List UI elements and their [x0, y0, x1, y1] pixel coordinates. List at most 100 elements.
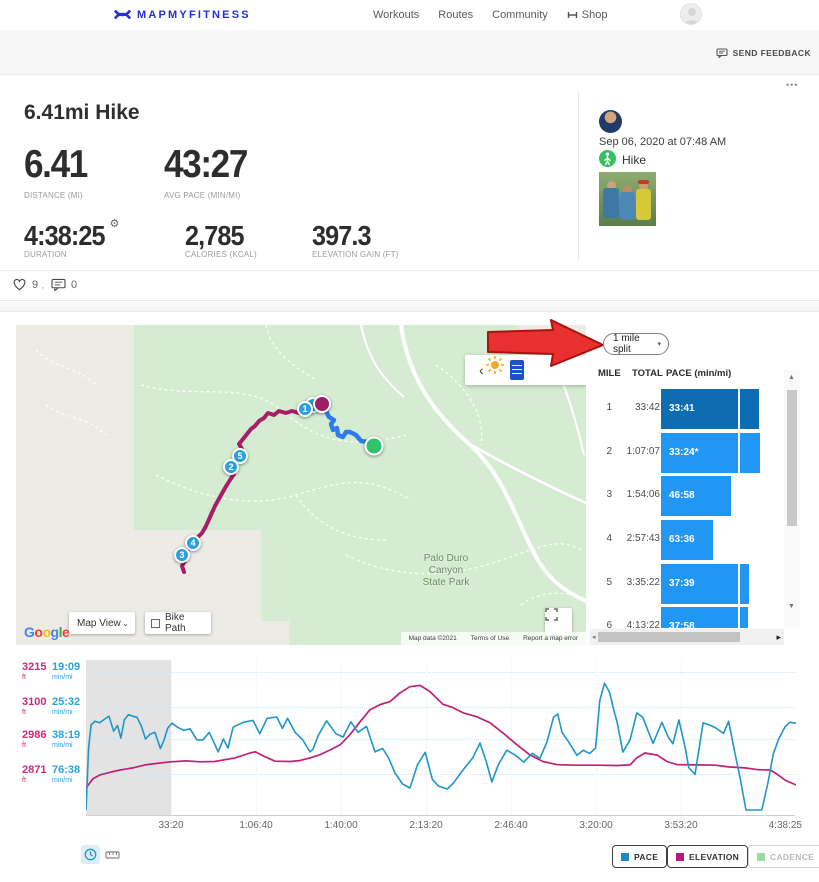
map-view-dropdown[interactable]: Map View ⌄: [69, 612, 135, 634]
x-tick: 33:20: [158, 820, 184, 831]
nav-link-routes[interactable]: Routes: [438, 9, 474, 21]
heart-icon: [13, 278, 26, 291]
gridline-vertical: [681, 660, 682, 815]
activity-type-label: Hike: [622, 153, 647, 167]
gridline: [86, 707, 795, 708]
comment-count: 0: [71, 278, 78, 291]
stat-label: ELEVATION GAIN (FT): [312, 250, 399, 259]
split-pace-bar[interactable]: 33:41: [661, 389, 759, 429]
split-mile: 1: [606, 402, 612, 413]
terms-of-use-link[interactable]: Terms of Use: [470, 635, 510, 642]
photo-person: [639, 182, 648, 191]
split-pace-bar[interactable]: 37:39: [661, 564, 749, 604]
gridline: [86, 672, 795, 673]
scrollbar-thumb[interactable]: [598, 632, 740, 642]
separator-dot: ·: [41, 282, 45, 294]
overflow-menu-button[interactable]: •••: [786, 80, 799, 90]
splits-vertical-scrollbar[interactable]: ▲ ▼: [784, 370, 800, 628]
split-pace-value: 63:36: [669, 534, 695, 545]
split-pace-bar[interactable]: 37:58: [661, 607, 748, 628]
gridline-vertical: [256, 660, 257, 815]
weather-channel-logo[interactable]: [509, 360, 524, 380]
feedback-bubble-icon: [716, 48, 728, 58]
legend-cadence-button[interactable]: CADENCE: [748, 845, 819, 868]
x-tick: 3:20:00: [579, 820, 613, 831]
stat-distance: 6.41: [24, 143, 94, 187]
split-interval-dropdown[interactable]: 1 mile split ▾: [603, 333, 669, 355]
send-feedback-button[interactable]: SEND FEEDBACK: [716, 48, 811, 58]
weather-widget: ‹: [465, 355, 586, 385]
stat-value: 397.3: [312, 220, 371, 251]
workout-photo-thumbnail[interactable]: [599, 172, 656, 226]
chevron-down-icon: ▾: [657, 341, 661, 348]
map-attribution: Map data ©2021 Terms of Use Report a map…: [400, 632, 586, 645]
photo-person-teal: [620, 192, 635, 220]
nav-link-shop[interactable]: Shop: [567, 9, 607, 21]
report-map-error-link[interactable]: Report a map error: [523, 635, 578, 642]
elevation-axis-label: 3215 ft: [22, 661, 47, 681]
google-logo[interactable]: Google: [24, 624, 70, 640]
scroll-right-icon[interactable]: ▸: [776, 632, 781, 642]
x-tick: 2:46:40: [494, 820, 528, 831]
scroll-up-icon[interactable]: ▲: [788, 374, 795, 381]
fullscreen-button[interactable]: [545, 608, 572, 635]
user-avatar-button[interactable]: [680, 3, 702, 25]
split-mile: 4: [606, 533, 612, 544]
legend-pace-button[interactable]: PACE: [612, 845, 668, 868]
photo-person-yellow: [636, 189, 651, 220]
duration-settings-gear-icon[interactable]: ⚙: [109, 218, 120, 230]
scroll-down-icon[interactable]: ▼: [788, 603, 795, 610]
legend-elevation-button[interactable]: ELEVATION: [667, 845, 749, 868]
split-pace-value: 33:24*: [669, 447, 699, 458]
like-button[interactable]: 9: [12, 278, 38, 291]
nav-link-workouts[interactable]: Workouts: [373, 9, 420, 21]
x-tick: 2:13:20: [409, 820, 443, 831]
column-mile: MILE: [598, 368, 621, 379]
photo-person-blue: [603, 188, 619, 218]
x-axis-time-toggle-button[interactable]: [81, 845, 100, 864]
stat-value: 2,785: [185, 220, 244, 251]
split-row: 2 1:07:07 33:24*: [590, 433, 784, 473]
stat-label: DISTANCE (MI): [24, 191, 83, 200]
gridline-vertical: [341, 660, 342, 815]
split-pace-bar[interactable]: 33:24*: [661, 433, 760, 473]
split-pace-value: 37:39: [669, 578, 695, 589]
x-tick: 1:06:40: [239, 820, 273, 831]
like-count: 9: [32, 278, 39, 291]
scrollbar-thumb[interactable]: [787, 390, 797, 526]
splits-grid-line: [738, 389, 740, 628]
weather-collapse-chevron[interactable]: ‹: [479, 362, 484, 378]
bike-path-checkbox[interactable]: Bike Path: [145, 612, 211, 634]
pace-axis-label: 76:38 min/mi: [52, 764, 81, 784]
pace-elevation-chart[interactable]: [86, 655, 796, 815]
split-total: 33:42: [634, 402, 660, 413]
stat-calories: 2,785: [185, 220, 250, 252]
split-mile: 6: [606, 620, 612, 628]
author-avatar[interactable]: [599, 110, 622, 133]
scroll-left-icon[interactable]: ◂: [592, 634, 596, 641]
stat-value: 43:27: [164, 143, 248, 186]
page-title: 6.41mi Hike: [24, 101, 140, 124]
brand-logo[interactable]: MAPMYFITNESS: [114, 7, 251, 22]
app-header: MAPMYFITNESS Workouts Routes Community S…: [0, 0, 819, 30]
split-mile: 5: [606, 577, 612, 588]
nav-link-community[interactable]: Community: [492, 9, 548, 21]
chevron-down-icon: ⌄: [122, 618, 129, 628]
split-row: 3 1:54:06 46:58: [590, 476, 784, 516]
gridline-vertical: [511, 660, 512, 815]
brand-name: MAPMYFITNESS: [137, 8, 251, 21]
underarmour-logo-icon: [114, 9, 131, 20]
x-tick: 4:38:25: [768, 820, 802, 831]
comment-button[interactable]: 0: [51, 278, 77, 291]
split-pace-bar[interactable]: 63:36: [661, 520, 713, 560]
split-pace-bar[interactable]: 46:58: [661, 476, 731, 516]
pace-axis-label: 38:19 min/mi: [52, 729, 81, 749]
splits-horizontal-scrollbar[interactable]: ◂ ▸: [590, 629, 784, 645]
x-axis-line: [86, 815, 795, 816]
map-data-credit: Map data ©2021: [408, 635, 457, 642]
x-axis-distance-toggle-button[interactable]: [105, 848, 120, 866]
split-mile: 2: [606, 446, 612, 457]
elevation-axis-label: 3100 ft: [22, 696, 47, 716]
